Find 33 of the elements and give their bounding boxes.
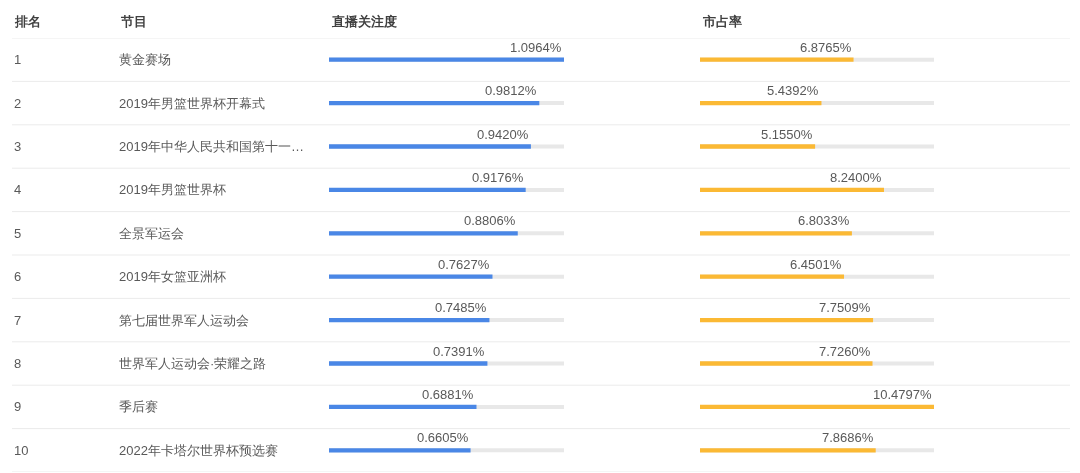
y-tick-label: 2019年女篮亚洲杯 <box>119 269 226 285</box>
text: 1 <box>14 52 22 67</box>
y-tick-label: 季后赛 <box>119 399 158 415</box>
text: 2 <box>14 96 22 111</box>
text: 8 <box>14 356 22 371</box>
y-axis-title: 节目 <box>120 14 147 29</box>
data-label: 0.9812% <box>485 83 537 98</box>
y-tick-label: 2019年男篮世界杯开幕式 <box>119 95 265 111</box>
text: 5 <box>14 226 22 241</box>
text: 4 <box>14 182 22 197</box>
data-label: 0.9420% <box>477 127 529 142</box>
text: 10 <box>14 443 29 458</box>
data-label: 0.9176% <box>472 170 524 185</box>
chart-title: 直播关注度 <box>331 14 397 29</box>
text: 7 <box>14 313 22 328</box>
data-label: 0.6605% <box>417 430 469 445</box>
y-tick-label: 2019年男篮世界杯 <box>119 182 226 198</box>
data-label: 0.7391% <box>433 344 485 359</box>
y-tick-label: 2022年卡塔尔世界杯预选赛 <box>119 442 278 458</box>
text: 6 <box>14 269 22 284</box>
data-label: 1.0964% <box>510 40 562 55</box>
data-label: 0.8806% <box>464 213 516 228</box>
text: 排名 <box>14 14 41 29</box>
text: 3 <box>14 139 22 154</box>
y-tick-label: 第七届世界军人运动会 <box>119 312 249 328</box>
data-label: 0.6881% <box>422 387 474 402</box>
y-tick-label: 2019年中华人民共和国第十一… <box>119 139 304 155</box>
y-tick-label: 黄金赛场 <box>119 52 171 68</box>
data-label: 0.7627% <box>438 257 490 272</box>
data-label: 0.7485% <box>435 300 487 315</box>
y-tick-label: 全景军运会 <box>119 225 184 241</box>
text: 9 <box>14 399 22 414</box>
y-tick-label: 世界军人运动会·荣耀之路 <box>119 356 267 372</box>
